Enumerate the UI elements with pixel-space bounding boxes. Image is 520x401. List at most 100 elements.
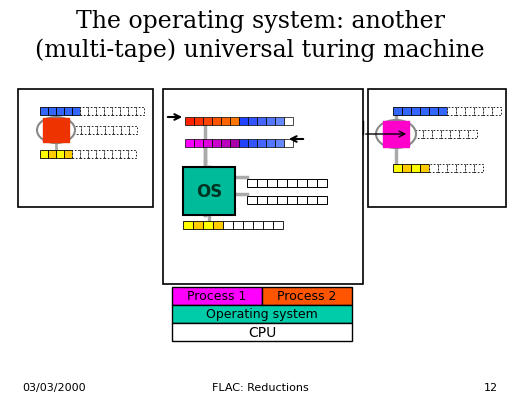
Bar xyxy=(456,164,465,172)
Bar xyxy=(128,108,136,116)
Bar xyxy=(40,108,48,116)
Bar xyxy=(73,127,81,135)
Bar xyxy=(88,151,96,159)
Bar xyxy=(18,90,153,207)
Bar xyxy=(414,131,423,139)
Bar xyxy=(317,180,327,188)
Bar xyxy=(97,127,105,135)
Bar xyxy=(89,127,97,135)
Text: The operating system: another: The operating system: another xyxy=(75,10,445,33)
Bar xyxy=(233,221,243,229)
Bar xyxy=(185,140,194,148)
Bar xyxy=(193,221,203,229)
Bar xyxy=(120,108,128,116)
Bar xyxy=(423,131,432,139)
Bar xyxy=(248,140,257,148)
Bar xyxy=(447,108,456,116)
Bar xyxy=(183,168,235,215)
Bar xyxy=(213,221,223,229)
Bar xyxy=(441,131,450,139)
Text: 12: 12 xyxy=(484,382,498,392)
Bar xyxy=(194,140,203,148)
Bar xyxy=(212,140,221,148)
Bar xyxy=(266,118,275,126)
Bar xyxy=(163,90,363,284)
Bar xyxy=(56,151,64,159)
Bar xyxy=(81,127,89,135)
Bar xyxy=(203,221,213,229)
Bar xyxy=(474,164,483,172)
Bar xyxy=(420,164,429,172)
Bar xyxy=(492,108,501,116)
Bar xyxy=(465,164,474,172)
Bar xyxy=(194,118,203,126)
Bar xyxy=(80,108,88,116)
Bar xyxy=(203,118,212,126)
Bar xyxy=(465,108,474,116)
Bar xyxy=(297,196,307,205)
Text: Process 2: Process 2 xyxy=(277,290,336,303)
Bar xyxy=(284,140,293,148)
Bar xyxy=(40,151,48,159)
Bar xyxy=(239,118,248,126)
Ellipse shape xyxy=(37,118,75,144)
Bar xyxy=(253,221,263,229)
Bar xyxy=(248,118,257,126)
Bar xyxy=(263,221,273,229)
Bar xyxy=(48,108,56,116)
Bar xyxy=(257,118,266,126)
Bar xyxy=(112,151,120,159)
Bar xyxy=(104,151,112,159)
Bar xyxy=(317,196,327,205)
Bar xyxy=(266,140,275,148)
Bar xyxy=(393,108,402,116)
Bar xyxy=(429,108,438,116)
Text: CPU: CPU xyxy=(248,325,276,339)
Bar xyxy=(262,287,352,305)
Bar xyxy=(203,140,212,148)
Bar xyxy=(383,122,409,148)
Bar xyxy=(72,151,80,159)
Bar xyxy=(287,180,297,188)
Bar xyxy=(257,140,266,148)
Bar xyxy=(64,108,72,116)
Bar xyxy=(185,118,194,126)
Bar xyxy=(474,108,483,116)
Text: 03/03/2000: 03/03/2000 xyxy=(22,382,86,392)
Text: Operating system: Operating system xyxy=(206,308,318,321)
Bar xyxy=(172,305,352,323)
Bar xyxy=(267,180,277,188)
Bar xyxy=(128,151,136,159)
Bar xyxy=(136,108,144,116)
Bar xyxy=(104,108,112,116)
Bar xyxy=(64,151,72,159)
Bar xyxy=(432,131,441,139)
Bar xyxy=(48,151,56,159)
Bar xyxy=(121,127,129,135)
Bar xyxy=(411,108,420,116)
Bar xyxy=(277,196,287,205)
Bar xyxy=(456,108,465,116)
Bar xyxy=(230,140,239,148)
Bar xyxy=(402,164,411,172)
Bar xyxy=(56,108,64,116)
Bar xyxy=(257,196,267,205)
Bar xyxy=(129,127,137,135)
Bar xyxy=(275,140,284,148)
Bar xyxy=(307,180,317,188)
Bar xyxy=(96,108,104,116)
Bar xyxy=(172,323,352,341)
Bar xyxy=(223,221,233,229)
Bar xyxy=(72,108,80,116)
Bar xyxy=(230,118,239,126)
Bar xyxy=(96,151,104,159)
Bar xyxy=(447,164,456,172)
Bar xyxy=(284,118,293,126)
Bar xyxy=(247,196,257,205)
Bar xyxy=(297,180,307,188)
Bar xyxy=(88,108,96,116)
Bar xyxy=(420,108,429,116)
Bar xyxy=(239,140,248,148)
Bar xyxy=(402,108,411,116)
Bar xyxy=(368,90,506,207)
